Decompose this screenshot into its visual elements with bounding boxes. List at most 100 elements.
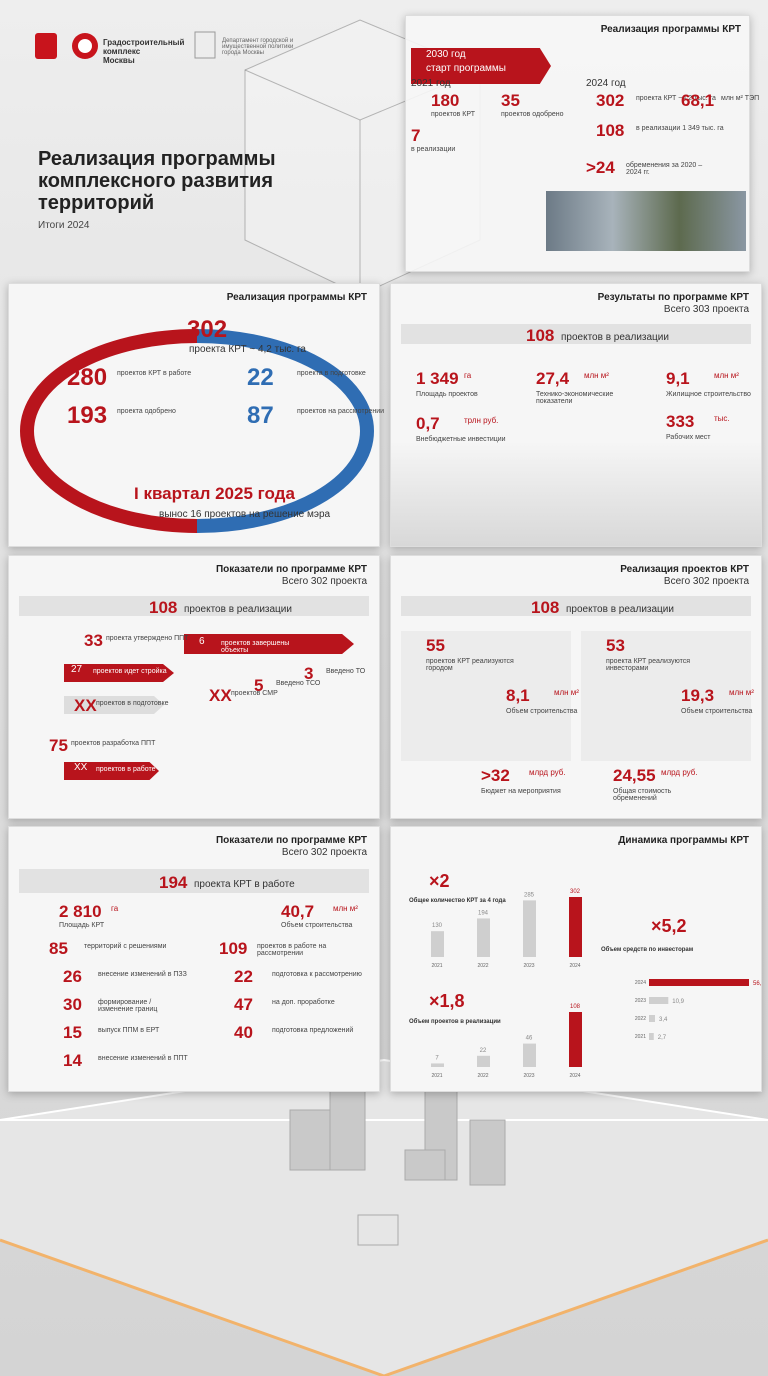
stat-unit: га (111, 904, 119, 913)
list-label: выпуск ППМ в ЕРТ (98, 1027, 160, 1034)
arrow (64, 696, 164, 714)
band (401, 596, 751, 616)
stat-value: 302 (596, 91, 625, 110)
bar (431, 931, 444, 957)
stat-label: Рабочих мест (666, 434, 711, 441)
multiplier: ×2 (429, 871, 450, 891)
list-label: проектов в работе на рассмотрении (257, 943, 327, 957)
bar-label: 302 (570, 889, 581, 895)
y-label: 2023 (635, 998, 646, 1004)
x-label: 2021 (431, 963, 442, 969)
footer-label: вынос 16 проектов на решение мэра (159, 509, 331, 520)
stat-value: 68,1 (681, 91, 715, 110)
stat-label: Площадь проектов (416, 391, 478, 398)
list-label: формирование / изменение границ (98, 999, 158, 1013)
stat-value: >32 (481, 766, 510, 785)
stat-value: 0,7 (416, 414, 440, 433)
charts: 130 2021 194 2022 285 2023 302 2024 7 2021 22 2022 4… (409, 871, 761, 1079)
bar-label: 22 (480, 1048, 487, 1054)
stat-label: проектов на рассмотрении (297, 408, 385, 415)
band (401, 324, 751, 344)
slide-title: Показатели по программе КРТ (215, 564, 367, 575)
stat-label: Объем строительства (681, 708, 753, 715)
footer-value: I квартал 2025 года (134, 484, 295, 503)
stat-unit: трлн руб. (464, 416, 499, 425)
caption: Общее количество КРТ за 4 года (409, 897, 506, 904)
x-label: 2024 (569, 1073, 580, 1079)
bar-label: 285 (524, 892, 535, 898)
bar (569, 1012, 582, 1067)
bar (477, 1055, 490, 1067)
stat-label: проекта КРТ ~4,2 тыс. га (636, 95, 716, 102)
x-label: 2024 (569, 963, 580, 969)
flow-value: XX (74, 696, 97, 715)
list-value: 40 (234, 1023, 253, 1042)
list-value: 30 (63, 995, 82, 1014)
bar-label: 56,5 (753, 981, 761, 987)
list-label: территорий с решениями (84, 943, 167, 950)
flow-value: 6 (199, 636, 205, 647)
logo-dept (194, 31, 216, 59)
stat-label: Жилищное строительство (666, 391, 751, 398)
stat-unit: млн м² (333, 904, 358, 913)
headline-label: проектов в реализации (184, 604, 292, 615)
stat-value: 108 (596, 121, 625, 140)
flow-value: 75 (49, 736, 68, 755)
banner (411, 48, 551, 84)
bar-label: 2,7 (658, 1035, 667, 1041)
stat-unit: млн м² (584, 371, 609, 380)
stat-label: проекта одобрено (117, 408, 176, 415)
slide: Реализация программы КРТ 2030 год старт пр… (405, 15, 759, 272)
stat-label: проектов КРТ реализуются городом (426, 658, 514, 672)
y-label: 2022 (635, 1016, 646, 1022)
slide: Показатели по программе КРТ Всего 302 про… (8, 555, 380, 819)
multiplier: ×1,8 (429, 991, 465, 1011)
caption: Объем средств по инвесторам (601, 946, 694, 953)
slide: Показатели по программе КРТ Всего 302 про… (8, 826, 380, 1092)
stat-value: 280 (67, 364, 108, 391)
headline-label: проекта КРТ в работе (194, 879, 295, 890)
list-label: подготовка предложений (272, 1027, 354, 1034)
heading: 2024 год (586, 78, 626, 89)
y-label: 2021 (635, 1034, 646, 1040)
stat-label: Площадь КРТ (59, 922, 105, 929)
photo-strip (546, 191, 746, 251)
headline-value: 108 (149, 598, 178, 617)
ring-blue (196, 329, 374, 533)
bar-label: 10,9 (672, 999, 684, 1005)
bar-label: 108 (570, 1004, 581, 1010)
logos (35, 31, 216, 59)
flow-value: XX (74, 762, 88, 773)
slide-title: Реализация программы КРТ (600, 24, 741, 35)
slide: Реализация проектов КРТ Всего 302 проекта… (390, 555, 762, 819)
flow-label: Введено ТО (326, 668, 366, 675)
x-label: 2023 (523, 1073, 534, 1079)
bar (649, 979, 749, 986)
flow-label: проекта утверждено ППТ (106, 635, 189, 642)
stat-value: 19,3 (681, 686, 715, 705)
bar (523, 1043, 536, 1067)
stat-label: Бюджет на мероприятия (481, 788, 561, 795)
flow-value: 27 (71, 664, 83, 675)
stat-label: обременения за 2020 – 2024 гг. (626, 162, 703, 176)
slide-subtitle: Всего 303 проекта (663, 304, 749, 315)
list-value: 22 (234, 967, 253, 986)
stat-label: Объем строительства (281, 922, 353, 929)
stat-value: 55 (426, 636, 445, 655)
slide-subtitle: Всего 302 проекта (281, 576, 367, 587)
stat-value: >24 (586, 158, 615, 177)
y-label: 2024 (635, 980, 646, 986)
stat-label: Общая стоимость обременений (613, 788, 672, 802)
bar (569, 897, 582, 957)
flow-label: проектов в работе (96, 766, 156, 773)
stat-unit: млрд руб. (661, 768, 698, 777)
banner-text: старт программы (426, 63, 506, 74)
emblem (357, 1214, 399, 1246)
heading: 2021 год (411, 78, 451, 89)
list-label: внесение изменений в ППТ (98, 1055, 188, 1062)
stat-unit: млн м² (554, 688, 579, 697)
logo-moscow (35, 33, 57, 59)
stat-label: проекта КРТ реализуются инвесторами (606, 658, 691, 672)
x-label: 2022 (477, 963, 488, 969)
flow-label: проектов идет стройка (93, 668, 167, 675)
